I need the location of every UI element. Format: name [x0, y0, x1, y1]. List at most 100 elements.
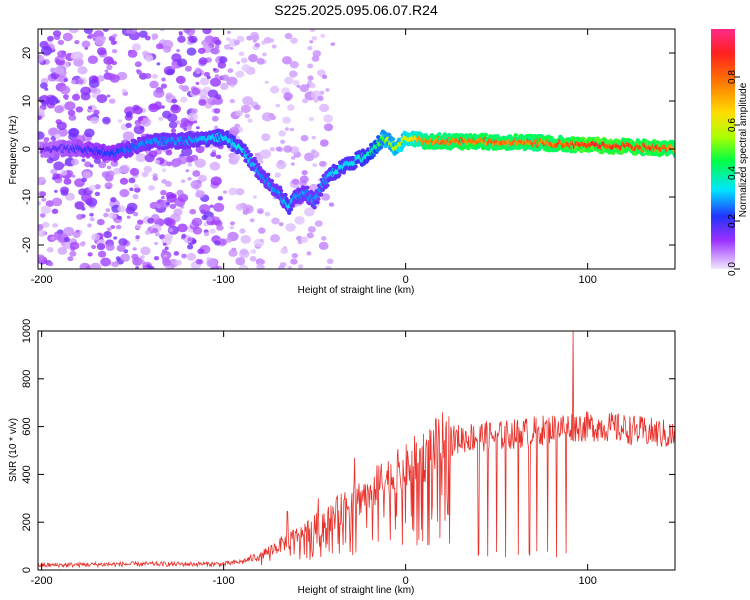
noise-speckle — [106, 64, 113, 70]
noise-speckle — [64, 101, 76, 111]
noise-speckle — [317, 69, 326, 77]
noise-speckle — [83, 29, 93, 34]
y-tick-label: 0 — [21, 567, 33, 573]
y-tick-label: 10 — [21, 95, 33, 107]
noise-speckle — [54, 189, 58, 193]
noise-speckle — [214, 125, 219, 129]
noise-speckle — [68, 114, 77, 121]
noise-speckle — [284, 127, 289, 131]
noise-speckle — [52, 223, 58, 228]
noise-speckle — [321, 74, 328, 79]
snr-y-label: SNR (10 * v/v) — [8, 418, 19, 482]
noise-speckle — [67, 256, 74, 262]
ridge-cell — [277, 185, 283, 190]
colorbar-tick-label: 0.8 — [727, 70, 738, 84]
noise-speckle — [191, 108, 198, 114]
colorbar-tick-label: 0.0 — [727, 262, 738, 276]
noise-speckle — [117, 205, 126, 213]
noise-speckle — [292, 80, 300, 86]
noise-speckle — [225, 237, 233, 243]
noise-speckle — [62, 32, 73, 42]
noise-speckle — [203, 231, 210, 237]
noise-speckle — [134, 61, 142, 68]
noise-speckle — [206, 258, 218, 268]
noise-speckle — [198, 99, 207, 106]
noise-speckle — [170, 104, 179, 111]
noise-speckle — [175, 259, 182, 266]
noise-speckle — [162, 258, 172, 267]
noise-speckle — [319, 103, 330, 113]
noise-speckle — [270, 234, 280, 243]
noise-speckle — [126, 111, 133, 117]
noise-speckle — [115, 256, 121, 261]
noise-speckle — [198, 57, 208, 65]
noise-speckle — [167, 225, 179, 235]
noise-speckle — [145, 55, 154, 62]
noise-speckle — [168, 121, 178, 129]
spectrogram-x-label: Height of straight line (km) — [298, 285, 415, 296]
noise-speckle — [279, 262, 287, 268]
noise-speckle — [289, 70, 298, 78]
noise-speckle — [81, 40, 91, 48]
noise-speckle — [169, 203, 177, 209]
noise-speckle — [312, 50, 321, 58]
noise-speckle — [165, 149, 173, 156]
noise-speckle — [212, 78, 217, 82]
noise-speckle — [166, 161, 173, 167]
ridge-cell — [640, 152, 646, 157]
ridge-cell — [483, 132, 488, 137]
noise-speckle — [137, 116, 144, 122]
snr-frame — [37, 330, 676, 571]
noise-speckle — [119, 164, 130, 174]
noise-speckle — [128, 177, 136, 184]
noise-speckle — [230, 153, 241, 162]
noise-speckle — [311, 149, 316, 154]
noise-speckle — [103, 231, 112, 239]
noise-speckle — [152, 176, 159, 182]
noise-speckle — [133, 211, 139, 217]
noise-speckle — [106, 227, 112, 232]
noise-speckle — [187, 162, 193, 167]
ridge-cell — [231, 135, 236, 140]
noise-speckle — [118, 119, 123, 123]
noise-speckle — [160, 83, 167, 89]
noise-speckle — [216, 224, 224, 231]
noise-speckle — [85, 265, 91, 269]
noise-speckle — [127, 49, 138, 58]
noise-speckle — [133, 184, 139, 189]
noise-speckle — [126, 215, 131, 219]
noise-speckle — [142, 50, 149, 57]
noise-speckle — [52, 173, 60, 180]
colorbar-label: Normalized spectral amplitude — [738, 82, 749, 217]
noise-speckle — [210, 176, 222, 186]
noise-speckle — [229, 225, 235, 230]
noise-speckle — [184, 65, 192, 72]
noise-speckle — [173, 251, 180, 256]
noise-speckle — [289, 127, 294, 132]
ridge-cell — [288, 207, 294, 212]
noise-speckle — [258, 227, 266, 234]
noise-speckle — [94, 36, 106, 45]
noise-speckle — [135, 123, 140, 127]
x-tick-label: 100 — [578, 274, 596, 286]
noise-speckle — [192, 226, 203, 235]
ridge-cell — [318, 192, 324, 197]
noise-speckle — [74, 201, 85, 210]
ridge-cell — [278, 188, 284, 193]
ridge-cell — [320, 187, 325, 192]
ridge-cell — [466, 146, 471, 151]
noise-speckle — [170, 128, 177, 133]
ridge-cell — [155, 133, 161, 138]
ridge-cell — [186, 145, 192, 150]
noise-speckle — [69, 29, 79, 34]
noise-speckle — [133, 106, 143, 115]
noise-speckle — [84, 128, 95, 138]
noise-speckle — [131, 43, 141, 51]
noise-speckle — [296, 84, 301, 88]
noise-speckle — [283, 145, 293, 153]
noise-speckle — [228, 249, 238, 257]
noise-speckle — [291, 178, 300, 185]
ridge-cell — [529, 133, 534, 138]
noise-speckle — [60, 186, 69, 194]
noise-speckle — [38, 108, 45, 116]
